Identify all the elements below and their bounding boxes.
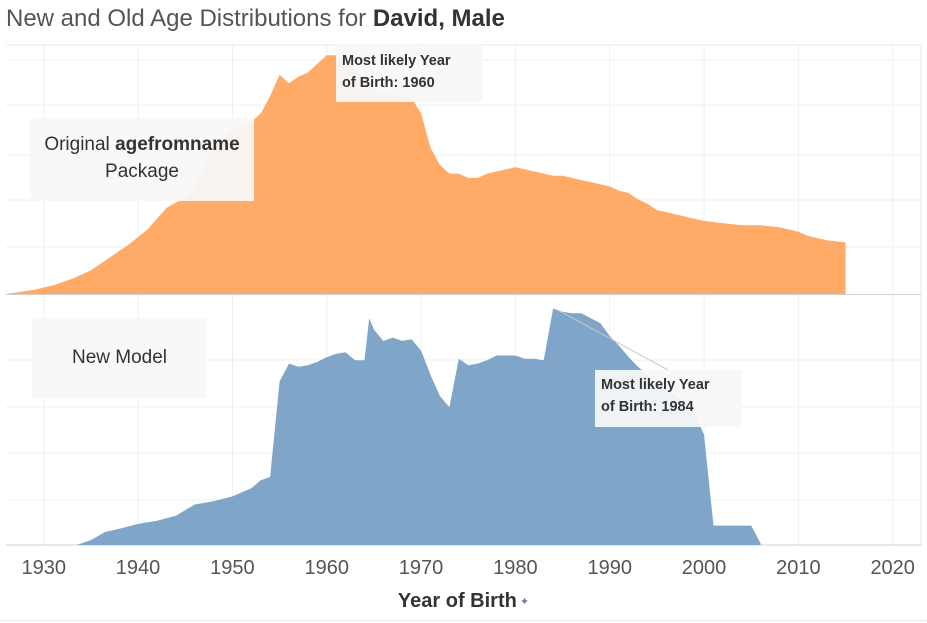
top-panel-label-suffix: Package: [105, 161, 179, 182]
x-tick-label: 1950: [210, 557, 255, 579]
x-axis-ticks: 1930 1940 1950 1960 1970 1980 1990 2000 2010 2020: [21, 557, 914, 579]
x-tick-label: 2010: [776, 557, 821, 579]
x-tick-label: 1970: [399, 557, 444, 579]
top-callout-value: 1960: [402, 75, 435, 91]
x-tick-label: 1960: [304, 557, 349, 579]
x-axis-label-wrap: Year of Birth ✦: [0, 590, 927, 613]
bottom-callout: Most likely Year of Birth: 1984: [595, 370, 742, 427]
callout-leader-bottom: [557, 309, 669, 371]
x-tick-label: 2020: [870, 557, 915, 579]
top-panel-label-prefix: Original: [44, 134, 116, 155]
bottom-panel-label-text: New Model: [71, 347, 168, 368]
pin-icon: ✦: [519, 596, 530, 608]
bottom-border: [0, 620, 927, 621]
top-panel-label-bold: agefromname: [115, 134, 240, 155]
x-tick-label: 1980: [493, 557, 538, 579]
x-axis-label: Year of Birth: [397, 590, 517, 612]
chart-title-prefix: New and Old Age Distributions for: [6, 5, 373, 32]
top-callout: Most likely Year of Birth: 1960: [336, 46, 483, 102]
area-new-model: [76, 308, 761, 545]
x-tick-label: 1940: [116, 557, 161, 579]
bottom-callout-line1: Most likely Year: [601, 377, 710, 393]
x-tick-label: 1990: [587, 557, 632, 579]
bottom-panel-label: New Model: [32, 318, 207, 398]
area-original-package: [6, 55, 846, 294]
x-tick-label: 2000: [682, 557, 727, 579]
bottom-callout-line2: of Birth:: [601, 399, 662, 415]
top-callout-line1: Most likely Year: [342, 53, 451, 69]
bottom-callout-value: 1984: [661, 399, 694, 415]
top-callout-line2: of Birth:: [342, 75, 403, 91]
chart-title: New and Old Age Distributions for David,…: [6, 5, 505, 33]
top-panel-label: Original agefromname Package: [30, 118, 254, 201]
chart-title-name: David, Male: [372, 5, 505, 32]
x-tick-label: 1930: [21, 557, 66, 579]
